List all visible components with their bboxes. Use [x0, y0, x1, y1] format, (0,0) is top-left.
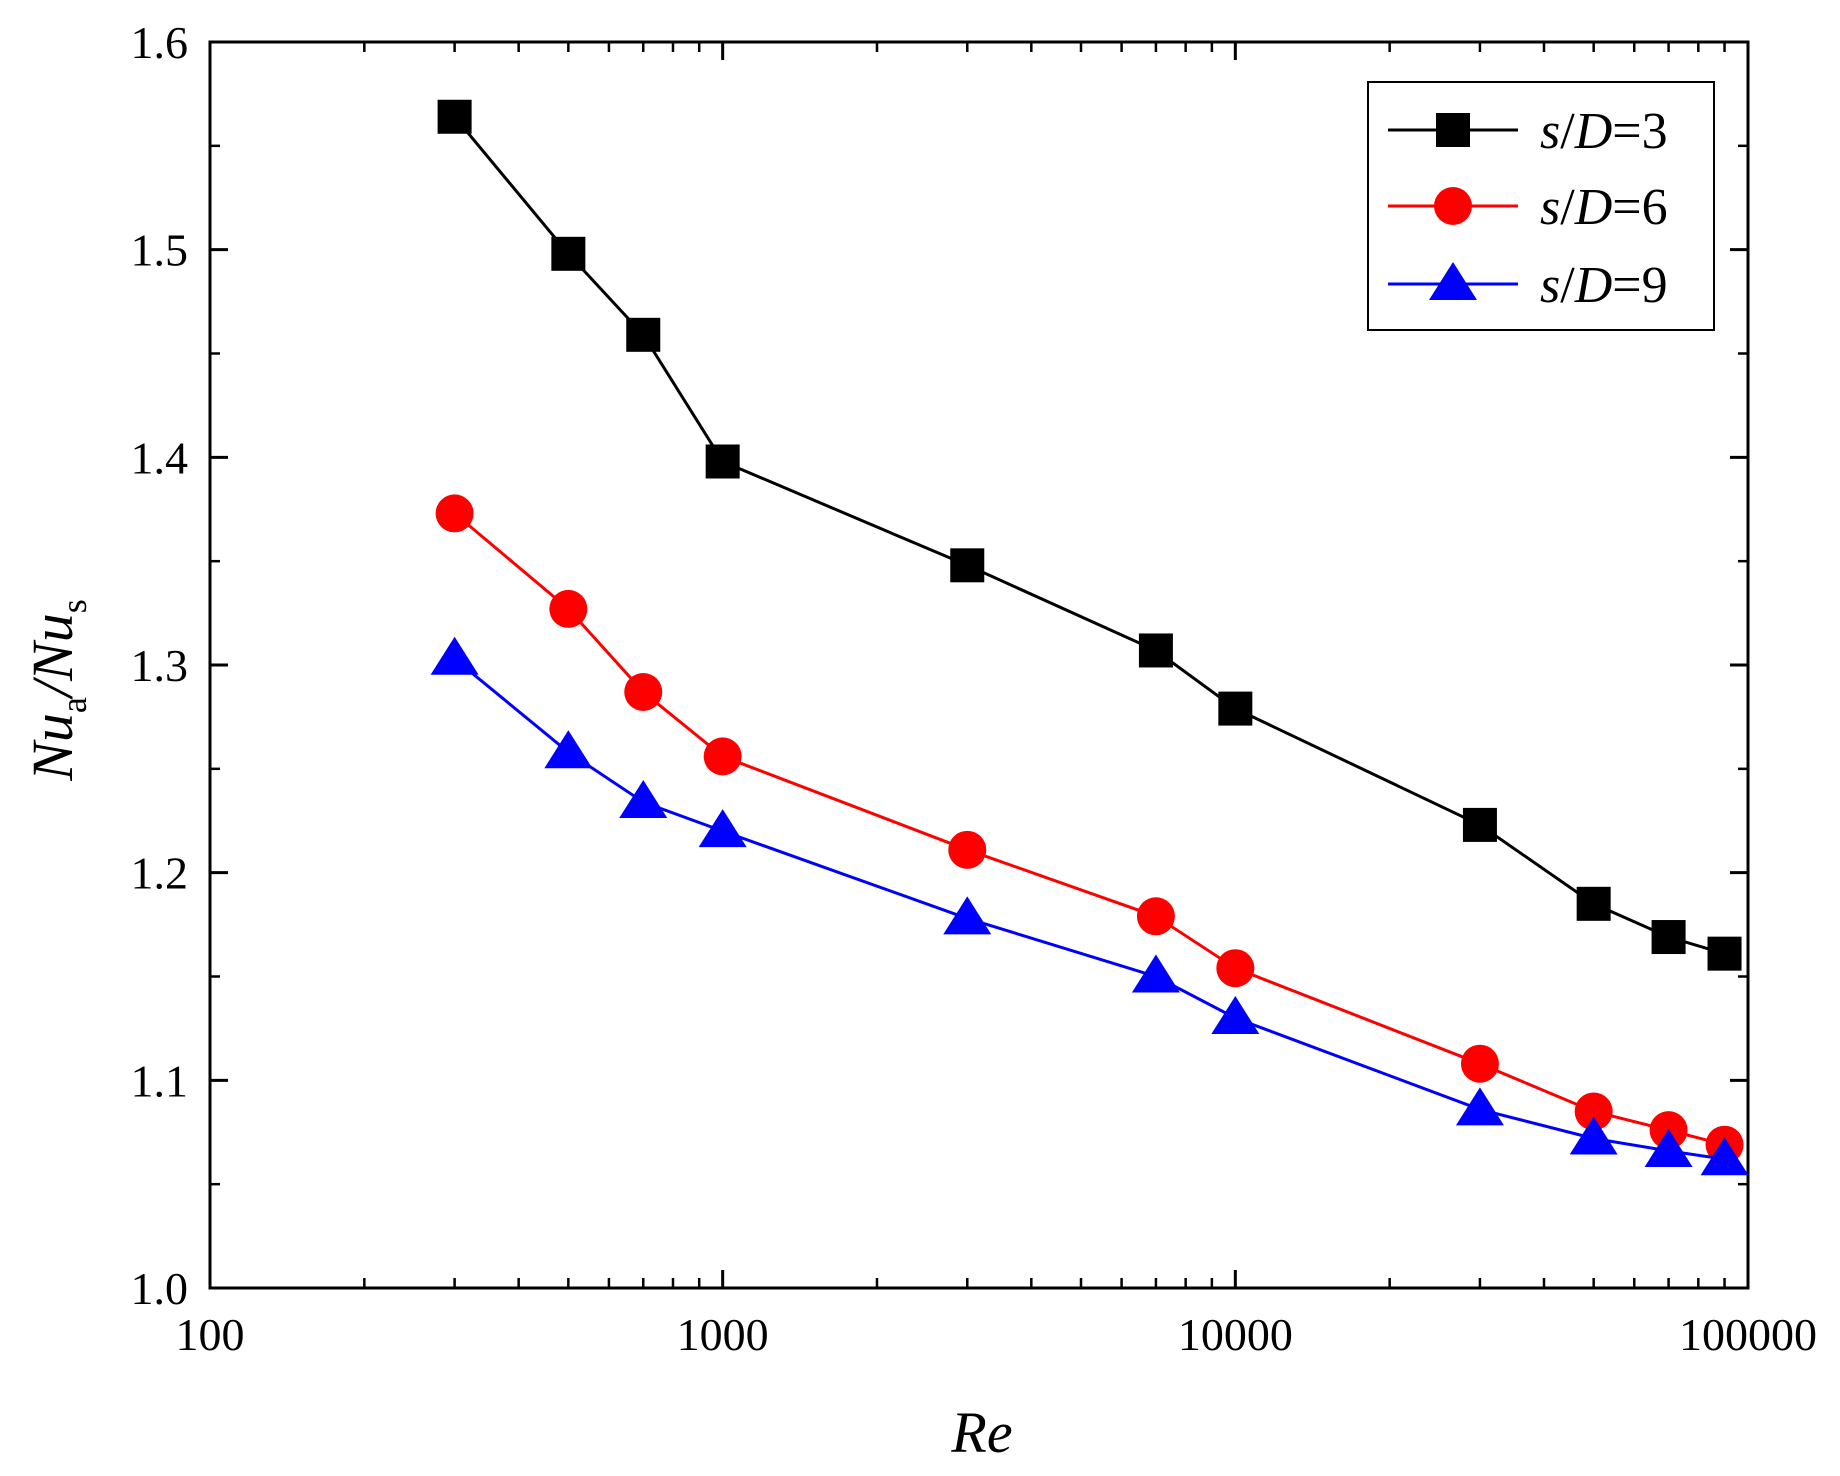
data-point-triangle [1455, 1087, 1504, 1126]
y-title-nu-a: Nu [20, 713, 85, 782]
legend: s/D=3 s/D=6 s/D=9 [1367, 81, 1715, 331]
svg-text:Nua/Nus: Nua/Nus [20, 599, 94, 782]
plot-frame [208, 40, 1750, 1290]
legend-1-slash: / [1560, 103, 1575, 160]
data-point-triangle [1211, 996, 1260, 1035]
y-tick-label: 1.4 [131, 432, 189, 483]
x-tick-label: 100 [176, 1309, 245, 1360]
data-point-circle [1574, 1092, 1613, 1131]
data-point-circle [703, 737, 742, 776]
series-line-2 [453, 512, 1725, 1147]
legend-marker-square [1436, 113, 1470, 147]
legend-1-value: =3 [1612, 103, 1667, 160]
x-tick-label: 1000 [677, 1309, 769, 1360]
y-tick-label: 1.3 [131, 640, 189, 691]
legend-2-slash: / [1560, 179, 1575, 236]
data-point-triangle [1644, 1128, 1693, 1167]
data-point-triangle [430, 636, 479, 675]
data-point-circle [1216, 949, 1255, 988]
legend-1-param: D [1574, 103, 1613, 160]
legend-marker-triangle [1429, 262, 1477, 300]
data-point-circle [549, 589, 588, 628]
legend-entry-2: s/D=6 [1388, 179, 1668, 236]
y-tick-labels: 1.0 1.1 1.2 1.3 1.4 1.5 1.6 [131, 17, 189, 1314]
x-tick-label: 10000 [1178, 1309, 1293, 1360]
legend-2-param: D [1574, 179, 1613, 236]
data-point-triangle [544, 730, 593, 769]
y-tick-label: 1.1 [131, 1055, 189, 1106]
data-point-triangle [943, 896, 992, 935]
series-1 [437, 99, 1742, 971]
series-3 [430, 636, 1749, 1176]
y-tick-label: 1.6 [131, 17, 189, 68]
svg-text:s/D=3: s/D=3 [1540, 103, 1668, 160]
series-layer [430, 99, 1749, 1176]
legend-2-value: =6 [1612, 179, 1667, 236]
y-tick-label: 1.2 [131, 848, 189, 899]
data-point-triangle [698, 809, 747, 848]
y-title-sub-a: a [54, 697, 94, 713]
series-2 [435, 494, 1744, 1164]
legend-3-param: D [1574, 257, 1613, 314]
data-point-triangle [1131, 954, 1180, 993]
data-point-square [437, 99, 472, 134]
legend-2-var: s [1540, 179, 1560, 236]
series-line-3 [453, 657, 1725, 1161]
legend-3-slash: / [1560, 257, 1575, 314]
data-point-circle [435, 494, 474, 533]
y-title-sub-s: s [54, 599, 94, 613]
legend-marker-circle [1434, 187, 1472, 225]
x-tick-label: 100000 [1679, 1309, 1817, 1360]
data-point-square [1218, 691, 1253, 726]
legend-entry-1: s/D=3 [1388, 103, 1668, 160]
legend-1-var: s [1540, 103, 1560, 160]
data-point-circle [948, 830, 987, 869]
svg-text:s/D=6: s/D=6 [1540, 179, 1668, 236]
data-point-square [1576, 886, 1611, 921]
y-tick-label: 1.0 [131, 1263, 189, 1314]
data-point-square [950, 548, 985, 583]
y-title-nu-s: Nu [20, 613, 85, 682]
data-point-square [551, 236, 586, 271]
legend-3-var: s [1540, 257, 1560, 314]
legend-entry-3: s/D=9 [1388, 257, 1668, 314]
data-point-triangle [619, 780, 668, 819]
svg-text:s/D=9: s/D=9 [1540, 257, 1668, 314]
data-point-square [626, 317, 661, 352]
y-tick-label: 1.5 [131, 225, 189, 276]
data-point-circle [624, 672, 663, 711]
x-axis-title: Re [950, 1400, 1012, 1465]
data-point-triangle [1569, 1116, 1618, 1155]
data-point-circle [1136, 897, 1175, 936]
data-point-square [1651, 920, 1686, 955]
data-point-circle [1460, 1044, 1499, 1083]
data-point-square [1707, 936, 1742, 971]
data-point-square [705, 444, 740, 479]
y-axis-title: Nua/Nus [20, 599, 94, 782]
minor-ticks [210, 42, 1748, 1288]
legend-3-value: =9 [1612, 257, 1667, 314]
x-tick-labels: 100 1000 10000 100000 [176, 1309, 1818, 1360]
data-point-square [1462, 807, 1497, 842]
data-point-triangle [1700, 1137, 1749, 1176]
data-point-square [1138, 633, 1173, 668]
